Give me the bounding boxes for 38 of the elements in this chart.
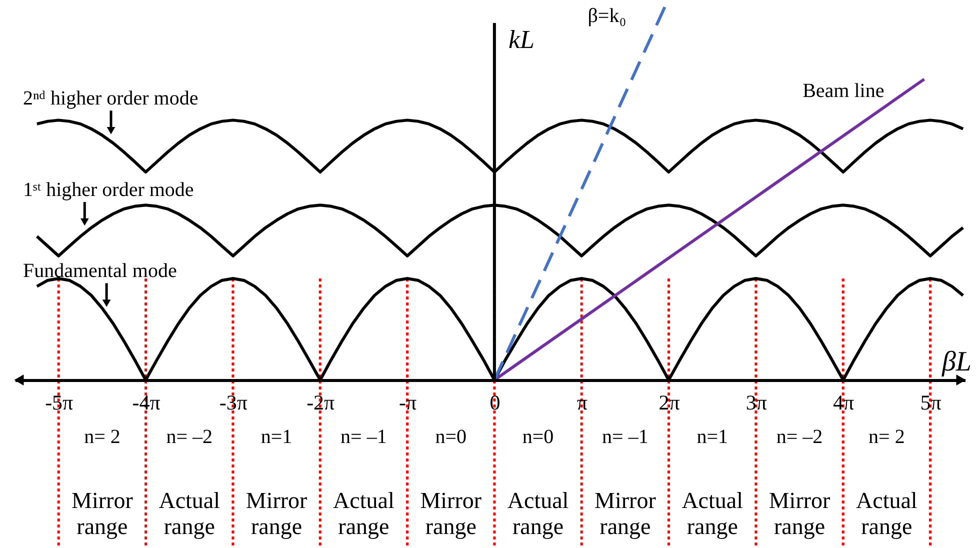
text: Actual range [158, 488, 220, 539]
x-tick-label: -2π [306, 390, 336, 414]
text: n=1 [260, 426, 292, 448]
text: n= –1 [340, 426, 387, 448]
x-tick-label: -π [398, 390, 417, 414]
x-tick-label: -4π [132, 390, 161, 414]
x-tick-label: -3π [219, 390, 248, 414]
text: Actual range [507, 488, 569, 539]
x-tick-label: 2π [658, 390, 680, 414]
x-tick-label: 4π [833, 390, 855, 414]
text: Mirror range [420, 488, 482, 539]
x-tick-label: 3π [746, 390, 768, 414]
x-tick-label: π [576, 390, 588, 414]
text: n= –2 [776, 426, 823, 448]
text: n= 2 [84, 426, 120, 448]
text: Mirror range [246, 488, 308, 539]
x-tick-label: -5π [45, 390, 74, 414]
text: n= 2 [868, 426, 905, 448]
text: n=0 [522, 426, 554, 448]
text: Mirror range [768, 488, 831, 539]
x-axis-title: βL [940, 346, 972, 378]
x-tick-label: 0 [490, 390, 500, 414]
text: Actual range [682, 488, 744, 539]
text: Mirror range [72, 488, 134, 539]
x-tick-label: 5π [920, 390, 942, 414]
text: n= –1 [602, 426, 648, 448]
text: n=1 [696, 426, 728, 448]
text: n=0 [435, 426, 466, 448]
text: Actual range [333, 488, 394, 539]
annotation: Fundamental mode [23, 260, 177, 282]
annotation: 1ˢᵗ higher order mode [23, 178, 194, 201]
text: Actual range [856, 488, 918, 539]
series-label: β=k₀ [588, 5, 626, 27]
y-axis-title: kL [508, 25, 534, 54]
text: n= –2 [166, 426, 213, 448]
series-label: Beam line [802, 80, 884, 102]
annotation: 2ⁿᵈ higher order mode [23, 88, 198, 110]
text: Mirror range [594, 488, 656, 539]
